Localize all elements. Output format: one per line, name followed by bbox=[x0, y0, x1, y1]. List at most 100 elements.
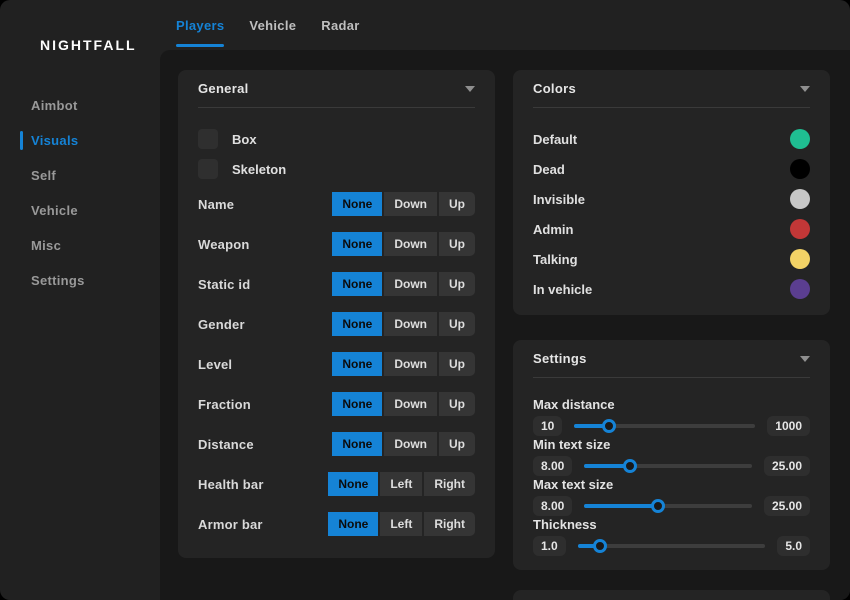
tab[interactable]: Vehicle bbox=[249, 0, 296, 50]
checkbox-label: Skeleton bbox=[232, 162, 286, 177]
sidebar-item[interactable]: Visuals bbox=[0, 123, 160, 158]
segment-button[interactable]: None bbox=[332, 392, 382, 416]
slider-row: 1.0 5.0 bbox=[533, 536, 810, 556]
collapse-arrow-icon[interactable] bbox=[800, 356, 810, 362]
segmented-control: NoneDownUp bbox=[332, 232, 475, 256]
segment-button[interactable]: Up bbox=[439, 312, 475, 336]
color-label: In vehicle bbox=[533, 282, 592, 297]
color-swatch[interactable] bbox=[790, 219, 810, 239]
checkbox-label: Box bbox=[232, 132, 257, 147]
color-swatch[interactable] bbox=[790, 159, 810, 179]
slider[interactable] bbox=[584, 456, 752, 476]
collapse-arrow-icon[interactable] bbox=[465, 86, 475, 92]
segment-button[interactable]: Down bbox=[384, 312, 437, 336]
settings-panel: Settings Max distance 10 10 bbox=[513, 340, 830, 570]
slider[interactable] bbox=[584, 496, 752, 516]
color-row: Dead bbox=[533, 154, 810, 184]
checkbox[interactable] bbox=[198, 159, 218, 179]
segment-button[interactable]: Down bbox=[384, 352, 437, 376]
segment-button[interactable]: Left bbox=[380, 472, 422, 496]
option-row: Static id NoneDownUp bbox=[198, 264, 475, 304]
sidebar-item-label: Vehicle bbox=[31, 203, 78, 218]
slider-min-value: 8.00 bbox=[533, 496, 572, 516]
collapse-arrow-icon[interactable] bbox=[800, 86, 810, 92]
segment-button[interactable]: Up bbox=[439, 392, 475, 416]
color-swatch[interactable] bbox=[790, 249, 810, 269]
settings-panel-header: Settings bbox=[533, 340, 810, 378]
general-panel-title: General bbox=[198, 81, 249, 96]
color-label: Admin bbox=[533, 222, 573, 237]
color-label: Dead bbox=[533, 162, 565, 177]
bottom-panel bbox=[513, 590, 830, 600]
segment-button[interactable]: None bbox=[332, 312, 382, 336]
segment-button[interactable]: Right bbox=[424, 512, 475, 536]
slider-fill bbox=[584, 504, 658, 508]
sidebar-item[interactable]: Self bbox=[0, 158, 160, 193]
checkbox-row[interactable]: Skeleton bbox=[198, 154, 475, 184]
segment-button[interactable]: Up bbox=[439, 272, 475, 296]
sidebar-item-label: Self bbox=[31, 168, 56, 183]
slider-label: Thickness bbox=[533, 518, 810, 532]
sidebar-item[interactable]: Vehicle bbox=[0, 193, 160, 228]
sidebar-item[interactable]: Aimbot bbox=[0, 88, 160, 123]
segmented-control: NoneDownUp bbox=[332, 352, 475, 376]
option-row: Distance NoneDownUp bbox=[198, 424, 475, 464]
segment-button[interactable]: Up bbox=[439, 232, 475, 256]
segment-button[interactable]: Down bbox=[384, 432, 437, 456]
tab-label: Vehicle bbox=[249, 18, 296, 33]
segmented-control: NoneDownUp bbox=[332, 312, 475, 336]
general-panel: General Box Skeleton Name bbox=[178, 70, 495, 558]
segment-button[interactable]: None bbox=[328, 512, 378, 536]
segment-button[interactable]: None bbox=[332, 232, 382, 256]
sidebar-item[interactable]: Settings bbox=[0, 263, 160, 298]
color-swatch[interactable] bbox=[790, 129, 810, 149]
color-swatch[interactable] bbox=[790, 189, 810, 209]
option-row: Fraction NoneDownUp bbox=[198, 384, 475, 424]
segment-button[interactable]: Down bbox=[384, 232, 437, 256]
slider-max-value: 25.00 bbox=[764, 496, 810, 516]
segment-button[interactable]: Up bbox=[439, 352, 475, 376]
color-swatch[interactable] bbox=[790, 279, 810, 299]
colors-panel: Colors Default Dead Invisible Admin bbox=[513, 70, 830, 315]
segment-button[interactable]: Right bbox=[424, 472, 475, 496]
content-area: General Box Skeleton Name bbox=[160, 50, 850, 600]
segment-button[interactable]: Down bbox=[384, 392, 437, 416]
slider-thumb[interactable] bbox=[602, 419, 616, 433]
slider-group: Min text size 8.00 25.00 bbox=[533, 438, 810, 476]
segment-button[interactable]: None bbox=[332, 352, 382, 376]
slider-row: 8.00 25.00 bbox=[533, 456, 810, 476]
general-panel-header: General bbox=[198, 70, 475, 108]
segment-button[interactable]: Down bbox=[384, 272, 437, 296]
segmented-control: NoneDownUp bbox=[332, 392, 475, 416]
segment-button[interactable]: None bbox=[332, 272, 382, 296]
segment-button[interactable]: Down bbox=[384, 192, 437, 216]
segment-button[interactable]: None bbox=[332, 432, 382, 456]
tab[interactable]: Players bbox=[176, 0, 224, 50]
app-logo: NIGHTFALL bbox=[40, 37, 137, 53]
slider-thumb[interactable] bbox=[651, 499, 665, 513]
tab[interactable]: Radar bbox=[321, 0, 359, 50]
sidebar-item[interactable]: Misc bbox=[0, 228, 160, 263]
segment-button[interactable]: Up bbox=[439, 432, 475, 456]
segment-button[interactable]: None bbox=[332, 192, 382, 216]
slider[interactable] bbox=[578, 536, 766, 556]
slider[interactable] bbox=[574, 416, 755, 436]
tab-label: Players bbox=[176, 18, 224, 33]
slider-max-value: 1000 bbox=[767, 416, 810, 436]
segment-button[interactable]: Up bbox=[439, 192, 475, 216]
option-label: Name bbox=[198, 197, 234, 212]
option-row: Level NoneDownUp bbox=[198, 344, 475, 384]
slider-row: 10 1000 bbox=[533, 416, 810, 436]
segment-button[interactable]: None bbox=[328, 472, 378, 496]
app-window: NIGHTFALL Aimbot Visuals Self Vehicle Mi… bbox=[0, 0, 850, 600]
slider-thumb[interactable] bbox=[593, 539, 607, 553]
option-row: Gender NoneDownUp bbox=[198, 304, 475, 344]
checkbox-row[interactable]: Box bbox=[198, 124, 475, 154]
sidebar-item-label: Visuals bbox=[31, 133, 78, 148]
option-label: Health bar bbox=[198, 477, 264, 492]
color-row: In vehicle bbox=[533, 274, 810, 304]
segment-button[interactable]: Left bbox=[380, 512, 422, 536]
slider-thumb[interactable] bbox=[623, 459, 637, 473]
checkbox[interactable] bbox=[198, 129, 218, 149]
option-label: Distance bbox=[198, 437, 254, 452]
